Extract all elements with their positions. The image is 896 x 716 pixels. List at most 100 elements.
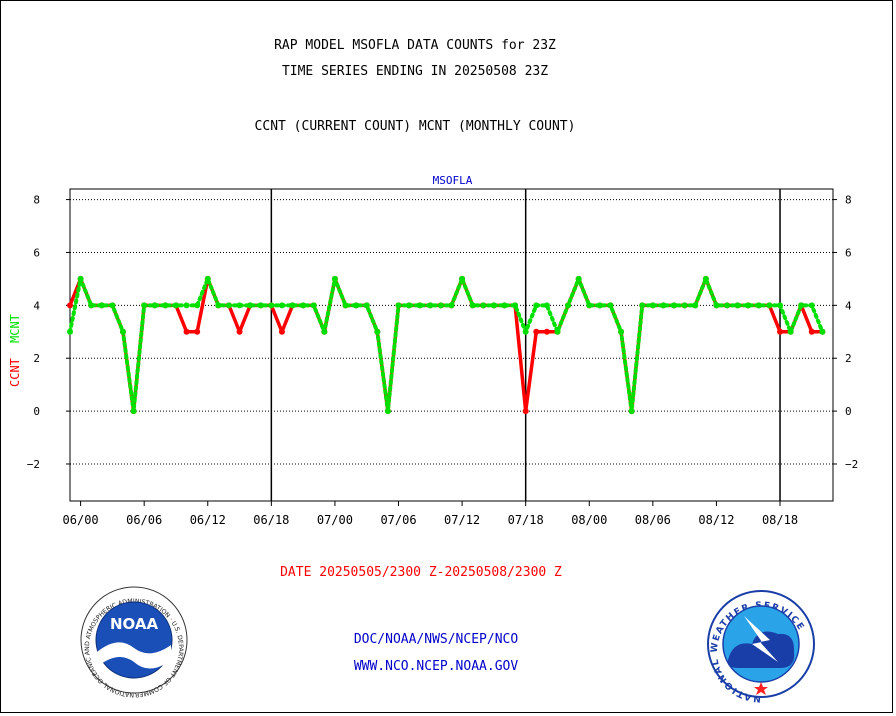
x-tick-label: 08/12 — [698, 513, 734, 527]
data-point-mcnt — [406, 302, 413, 309]
station-label: MSOFLA — [433, 174, 473, 187]
data-point-mcnt — [490, 302, 497, 309]
data-point-mcnt — [543, 302, 550, 309]
data-point-mcnt — [416, 302, 423, 309]
org-path: DOC/NOAA/NWS/NCEP/NCO — [353, 632, 519, 647]
y-tick-label-right: 8 — [845, 194, 852, 207]
series-line-ccnt — [68, 277, 823, 413]
data-point-mcnt — [130, 408, 137, 415]
data-point-mcnt — [766, 302, 773, 309]
chart-title-line-2: TIME SERIES ENDING IN 20250508 23Z — [281, 64, 549, 79]
data-point-mcnt — [565, 302, 572, 309]
data-point-mcnt — [77, 275, 84, 282]
data-point-mcnt — [194, 302, 201, 309]
y-tick-label-right: 6 — [845, 246, 852, 259]
data-point-mcnt — [755, 302, 762, 309]
data-point-mcnt — [586, 302, 593, 309]
data-point-mcnt — [702, 275, 709, 282]
x-tick-label: 06/12 — [190, 513, 226, 527]
data-point-mcnt — [437, 302, 444, 309]
plot-border — [69, 188, 834, 502]
data-point-mcnt — [109, 302, 116, 309]
data-point-mcnt — [98, 302, 105, 309]
data-point-mcnt — [363, 302, 370, 309]
data-point-ccnt — [533, 328, 540, 335]
x-tick-label: 07/00 — [317, 513, 353, 527]
y-tick-label-left: 4 — [33, 299, 40, 312]
data-point-mcnt — [427, 302, 434, 309]
x-tick-label: 07/18 — [508, 513, 544, 527]
data-point-mcnt — [808, 302, 815, 309]
series-line-mcnt — [68, 276, 825, 414]
data-point-mcnt — [67, 328, 73, 335]
data-point-mcnt — [649, 302, 656, 309]
data-point-mcnt — [236, 302, 243, 309]
data-point-mcnt — [692, 302, 699, 309]
data-point-mcnt — [681, 302, 688, 309]
data-point-ccnt — [183, 328, 190, 335]
data-point-mcnt — [300, 302, 307, 309]
y-tick-label-left: 2 — [33, 352, 40, 365]
data-point-ccnt — [278, 328, 285, 335]
data-point-ccnt — [236, 328, 243, 335]
data-point-mcnt — [618, 328, 625, 335]
data-point-ccnt — [194, 328, 201, 335]
y-axis-label-mcnt: MCNT — [8, 314, 22, 343]
y-tick-label-left: 0 — [33, 405, 40, 418]
data-point-mcnt — [204, 275, 211, 282]
data-point-mcnt — [151, 302, 158, 309]
data-point-mcnt — [607, 302, 614, 309]
y-tick-label-right: 4 — [845, 299, 852, 312]
data-point-mcnt — [162, 302, 169, 309]
data-point-mcnt — [522, 328, 529, 335]
chart-title-line-1: RAP MODEL MSOFLA DATA COUNTS for 23Z — [274, 38, 556, 53]
data-point-mcnt — [533, 302, 540, 309]
data-point-mcnt — [342, 302, 349, 309]
date-range: DATE 20250505/2300 Z-20250508/2300 Z — [280, 565, 562, 580]
data-point-ccnt — [67, 302, 73, 309]
data-point-mcnt — [777, 302, 784, 309]
data-point-mcnt — [247, 302, 254, 309]
data-point-mcnt — [734, 302, 741, 309]
data-point-mcnt — [384, 408, 391, 415]
data-point-mcnt — [798, 302, 805, 309]
data-point-mcnt — [660, 302, 667, 309]
data-point-mcnt — [819, 328, 826, 335]
x-tick-label: 08/06 — [635, 513, 671, 527]
data-point-mcnt — [554, 328, 561, 335]
data-point-mcnt — [278, 302, 285, 309]
data-point-mcnt — [745, 302, 752, 309]
data-point-mcnt — [215, 302, 222, 309]
data-point-mcnt — [469, 302, 476, 309]
data-point-mcnt — [671, 302, 678, 309]
data-point-mcnt — [628, 408, 635, 415]
y-tick-label-left: −2 — [27, 458, 40, 471]
data-point-mcnt — [353, 302, 360, 309]
chart-title-line-3: CCNT (CURRENT COUNT) MCNT (MONTHLY COUNT… — [254, 119, 576, 134]
data-point-mcnt — [225, 302, 232, 309]
data-point-ccnt — [522, 408, 529, 415]
website-link[interactable]: WWW.NCO.NCEP.NOAA.GOV — [353, 659, 519, 674]
data-point-ccnt — [543, 328, 550, 335]
x-tick-label: 06/18 — [253, 513, 289, 527]
x-tick-label: 07/12 — [444, 513, 480, 527]
y-tick-label-left: 8 — [33, 194, 40, 207]
y-axis-label-ccnt: CCNT — [8, 358, 22, 387]
data-point-mcnt — [787, 328, 794, 335]
data-point-mcnt — [321, 328, 328, 335]
data-point-mcnt — [395, 302, 402, 309]
data-point-mcnt — [459, 275, 466, 282]
data-point-ccnt — [777, 328, 784, 335]
data-point-mcnt — [268, 302, 275, 309]
data-point-mcnt — [374, 328, 381, 335]
y-tick-label-left: 6 — [33, 246, 40, 259]
data-point-mcnt — [596, 302, 603, 309]
data-point-mcnt — [310, 302, 317, 309]
y-tick-label-right: −2 — [845, 458, 858, 471]
data-point-mcnt — [639, 302, 646, 309]
data-point-mcnt — [724, 302, 731, 309]
data-point-mcnt — [448, 302, 455, 309]
x-tick-label: 08/18 — [762, 513, 798, 527]
